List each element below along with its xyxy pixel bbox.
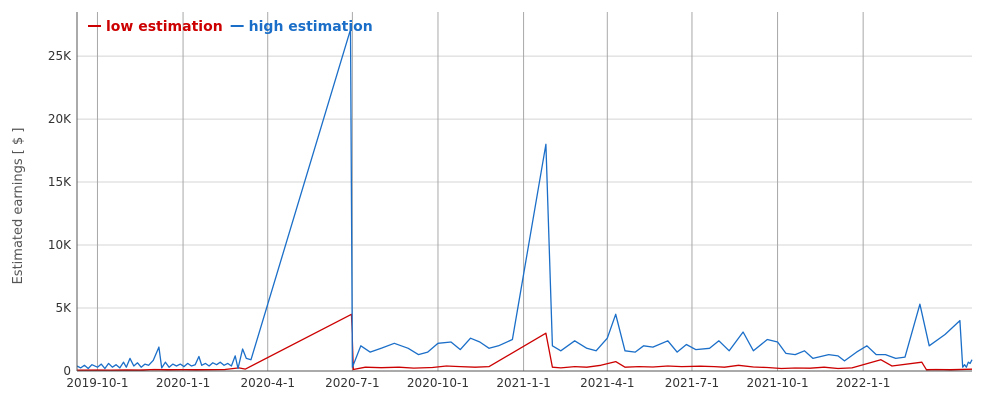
axes: 0 5K 10K 15K 20K 25K 2019-10-1 2020-1-1 2020-4-1… — [48, 12, 972, 390]
x-tick-label: 2020-4-1 — [240, 376, 294, 390]
x-tick-label: 2021-10-1 — [747, 376, 809, 390]
x-tick-label: 2021-4-1 — [580, 376, 634, 390]
y-tick-label: 15K — [48, 175, 72, 189]
legend-label-high-estimation: high estimation — [249, 19, 373, 35]
y-tick-label: 20K — [48, 112, 72, 126]
series-lines — [76, 28, 973, 371]
y-tick-label: 10K — [48, 238, 72, 252]
y-axis-label: Estimated earnings [ $ ] — [11, 128, 26, 285]
grid — [77, 12, 972, 371]
x-tick-label: 2021-7-1 — [665, 376, 719, 390]
x-tick-label: 2022-1-1 — [836, 376, 890, 390]
y-tick-label: 25K — [48, 49, 72, 63]
y-tick-label: 0 — [63, 364, 71, 378]
series-line-high-estimation — [76, 28, 973, 370]
x-tick-label: 2020-7-1 — [325, 376, 379, 390]
x-tick-label: 2019-10-1 — [66, 376, 128, 390]
x-tick-label: 2020-10-1 — [407, 376, 469, 390]
x-tick-label: 2020-1-1 — [156, 376, 210, 390]
legend: low estimation high estimation — [88, 19, 373, 35]
y-tick-label: 5K — [55, 301, 72, 315]
legend-label-low-estimation: low estimation — [106, 19, 223, 35]
series-line-low-estimation — [76, 313, 973, 371]
x-tick-label: 2021-1-1 — [496, 376, 550, 390]
